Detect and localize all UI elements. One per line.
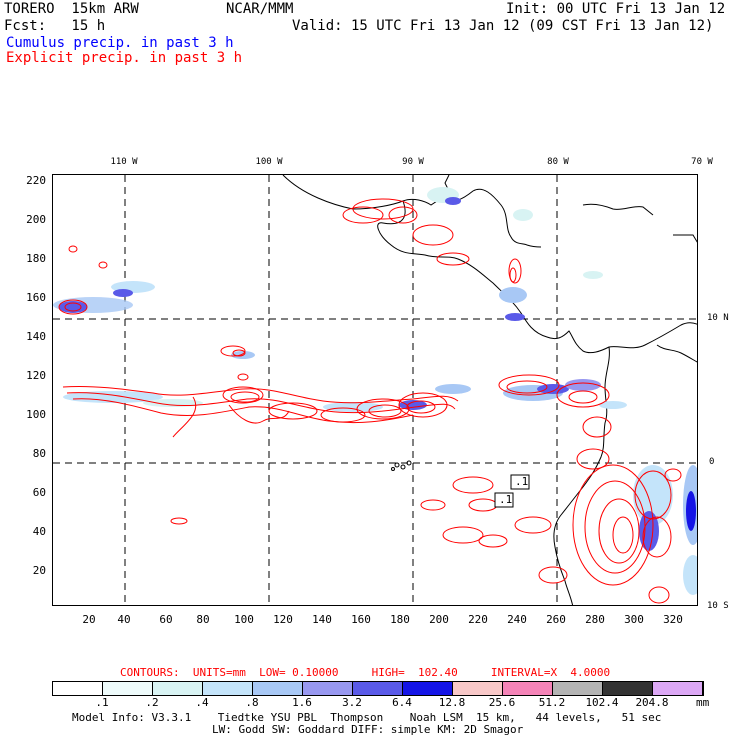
- model-physics: LW: Godd SW: Goddard DIFF: simple KM: 2D…: [212, 723, 524, 736]
- lon-tick: 100 W: [255, 157, 283, 167]
- cumulus-precip: [53, 187, 697, 595]
- contour-info: CONTOURS: UNITS=mm LOW= 0.10000 HIGH= 10…: [120, 666, 611, 679]
- y-tick: 100: [26, 408, 46, 421]
- colorbar-label: .2: [145, 696, 159, 709]
- colorbar-label: .8: [245, 696, 259, 709]
- lon-tick: 90 W: [402, 157, 424, 167]
- contour-label-boxes: [494, 474, 530, 508]
- lon-tick: 110 W: [110, 157, 138, 167]
- x-tick: 120: [273, 613, 293, 626]
- x-tick: 280: [585, 613, 605, 626]
- colorbar-unit: mm: [696, 696, 710, 709]
- colorbar-label: 3.2: [342, 696, 362, 709]
- model-info: Model Info: V3.3.1 Tiedtke YSU PBL Thomp…: [72, 711, 662, 724]
- lon-tick: 80 W: [547, 157, 569, 167]
- colorbar-cell: [453, 682, 503, 695]
- lat-tick: 10 N: [707, 313, 729, 323]
- colorbar-label: 51.2: [538, 696, 566, 709]
- colorbar-cell: [603, 682, 653, 695]
- legend-explicit: Explicit precip. in past 3 h: [6, 50, 243, 66]
- y-tick: 20: [32, 564, 46, 577]
- y-tick: 40: [32, 525, 46, 538]
- lon-tick: 70 W: [691, 157, 713, 167]
- y-tick: 200: [26, 213, 46, 226]
- x-tick: 180: [390, 613, 410, 626]
- x-tick: 60: [159, 613, 173, 626]
- colorbar-cell: [553, 682, 603, 695]
- colorbar-label: 25.6: [488, 696, 516, 709]
- colorbar-cell: [153, 682, 203, 695]
- x-tick: 140: [312, 613, 332, 626]
- colorbar-cell: [53, 682, 103, 695]
- y-tick: 120: [26, 369, 46, 382]
- colorbar-label: .1: [95, 696, 109, 709]
- x-tick: 40: [117, 613, 131, 626]
- y-tick: 180: [26, 252, 46, 265]
- x-tick: 300: [624, 613, 644, 626]
- colorbar-cell: [253, 682, 303, 695]
- colorbar-label: 1.6: [292, 696, 312, 709]
- init-time: Init: 00 UTC Fri 13 Jan 12: [506, 1, 726, 17]
- x-tick: 80: [196, 613, 210, 626]
- colorbar-cell: [353, 682, 403, 695]
- x-tick: 260: [546, 613, 566, 626]
- valid-time: Valid: 15 UTC Fri 13 Jan 12 (09 CST Fri …: [292, 18, 714, 34]
- y-tick: 60: [32, 486, 46, 499]
- explicit-precip-contours: [58, 198, 682, 604]
- x-tick: 220: [468, 613, 488, 626]
- colorbar-cell: [203, 682, 253, 695]
- colorbar-label: 12.8: [438, 696, 466, 709]
- y-tick: 140: [26, 330, 46, 343]
- forecast-hour: Fcst: 15 h: [4, 18, 106, 34]
- y-tick: 80: [32, 447, 46, 460]
- y-tick: 160: [26, 291, 46, 304]
- graticule: [53, 175, 697, 605]
- colorbar-cell: [303, 682, 353, 695]
- map-canvas: [53, 175, 697, 605]
- precip-map: .1 .1: [52, 174, 698, 606]
- lat-tick: 0: [709, 457, 715, 467]
- contour-label: .1: [515, 475, 529, 488]
- x-tick: 20: [82, 613, 96, 626]
- model-title: TORERO 15km ARW: [4, 1, 139, 17]
- colorbar: [52, 681, 704, 696]
- x-tick: 240: [507, 613, 527, 626]
- colorbar-cell: [503, 682, 553, 695]
- x-tick: 100: [234, 613, 254, 626]
- colorbar-cell: [103, 682, 153, 695]
- contour-label: .1: [499, 493, 513, 506]
- x-tick: 320: [663, 613, 683, 626]
- lat-tick: 10 S: [707, 601, 729, 611]
- organization-label: NCAR/MMM: [226, 1, 294, 17]
- y-tick: 220: [26, 174, 46, 187]
- coastline: [282, 175, 697, 605]
- colorbar-label: 102.4: [585, 696, 619, 709]
- colorbar-label: 6.4: [392, 696, 412, 709]
- x-tick: 160: [351, 613, 371, 626]
- colorbar-label: 204.8: [635, 696, 669, 709]
- legend-cumulus: Cumulus precip. in past 3 h: [6, 35, 234, 51]
- colorbar-cell: [403, 682, 453, 695]
- colorbar-cell: [653, 682, 703, 695]
- colorbar-label: .4: [195, 696, 209, 709]
- x-tick: 200: [429, 613, 449, 626]
